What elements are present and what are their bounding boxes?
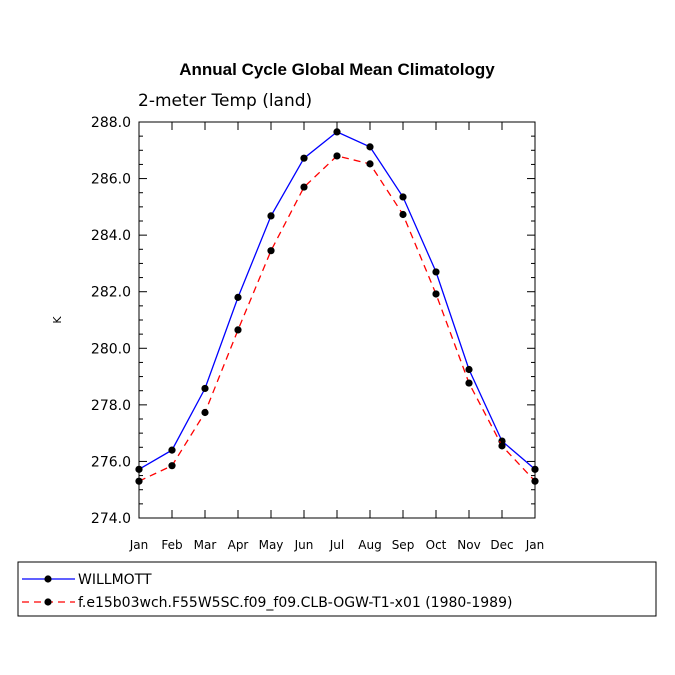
legend-marker-1 (44, 575, 52, 583)
series-1-point (366, 143, 374, 151)
x-axis-ticks: Jan Feb Mar Apr May Jun Jul Aug Sep Oct Nov Dec Jan (129, 122, 545, 552)
series-2-point (201, 408, 209, 417)
series-1-point (432, 268, 440, 276)
series-2-point (135, 477, 143, 485)
series-1-point (300, 154, 308, 162)
y-tick-label: 288.0 (91, 115, 131, 131)
series-1-point (234, 293, 242, 301)
y-tick-label: 276.0 (91, 454, 131, 470)
series-1-point (267, 212, 275, 220)
series-2-point (465, 379, 473, 387)
series-1-point (201, 384, 209, 393)
legend-label-1: WILLMOTT (78, 572, 152, 588)
series-2-point (333, 152, 341, 160)
series-group (135, 128, 539, 485)
series-2-point (234, 326, 242, 334)
chart-title: Annual Cycle Global Mean Climatology (179, 60, 495, 79)
y-axis-ticks: 274.0 276.0 278.0 280.0 282.0 284.0 286.0 288.0 (91, 115, 535, 527)
x-tick-label: Jan (129, 538, 149, 552)
legend-marker-2 (44, 598, 52, 606)
x-tick-label: Mar (194, 538, 217, 552)
y-tick-label: 284.0 (91, 228, 131, 244)
y-tick-label: 280.0 (91, 341, 131, 357)
series-1-point (531, 465, 539, 473)
chart-subtitle: 2-meter Temp (land) (138, 91, 312, 111)
series-line-1 (138, 131, 536, 470)
series-2-point (531, 477, 539, 485)
series-1-point (168, 446, 176, 454)
x-tick-label: Aug (358, 538, 381, 552)
series-2-point (168, 462, 176, 470)
x-tick-label: Apr (228, 538, 249, 552)
series-2-point (432, 290, 440, 298)
series-1-point (135, 465, 143, 473)
series-2-point (300, 183, 308, 191)
legend-label-2: f.e15b03wch.F55W5SC.f09_f09.CLB-OGW-T1-x… (78, 595, 512, 611)
x-tick-label: Feb (161, 538, 182, 552)
y-tick-label: 274.0 (91, 511, 131, 527)
x-tick-label: Dec (490, 538, 513, 552)
x-tick-label: Nov (457, 538, 480, 552)
series-1-point (399, 193, 407, 201)
series-1-point (333, 128, 341, 136)
y-tick-label: 282.0 (91, 285, 131, 301)
x-tick-label: Sep (392, 538, 415, 552)
series-2-point (267, 247, 275, 255)
y-axis-label: K (51, 316, 64, 324)
x-tick-label: Jun (294, 538, 314, 552)
x-tick-label: Jul (329, 538, 344, 552)
y-tick-label: 278.0 (91, 398, 131, 414)
x-tick-label: Jan (525, 538, 545, 552)
x-tick-label: Oct (426, 538, 447, 552)
plot-area (138, 121, 536, 519)
series-2-point (399, 210, 407, 219)
legend-box (17, 561, 657, 617)
series-2-point (498, 442, 506, 450)
series-1-point (465, 365, 473, 374)
series-2-point (366, 160, 374, 168)
x-tick-label: May (259, 538, 284, 552)
y-tick-label: 286.0 (91, 172, 131, 188)
legend: WILLMOTT f.e15b03wch.F55W5SC.f09_f09.CLB-… (22, 572, 512, 611)
series-line-2 (138, 155, 536, 482)
